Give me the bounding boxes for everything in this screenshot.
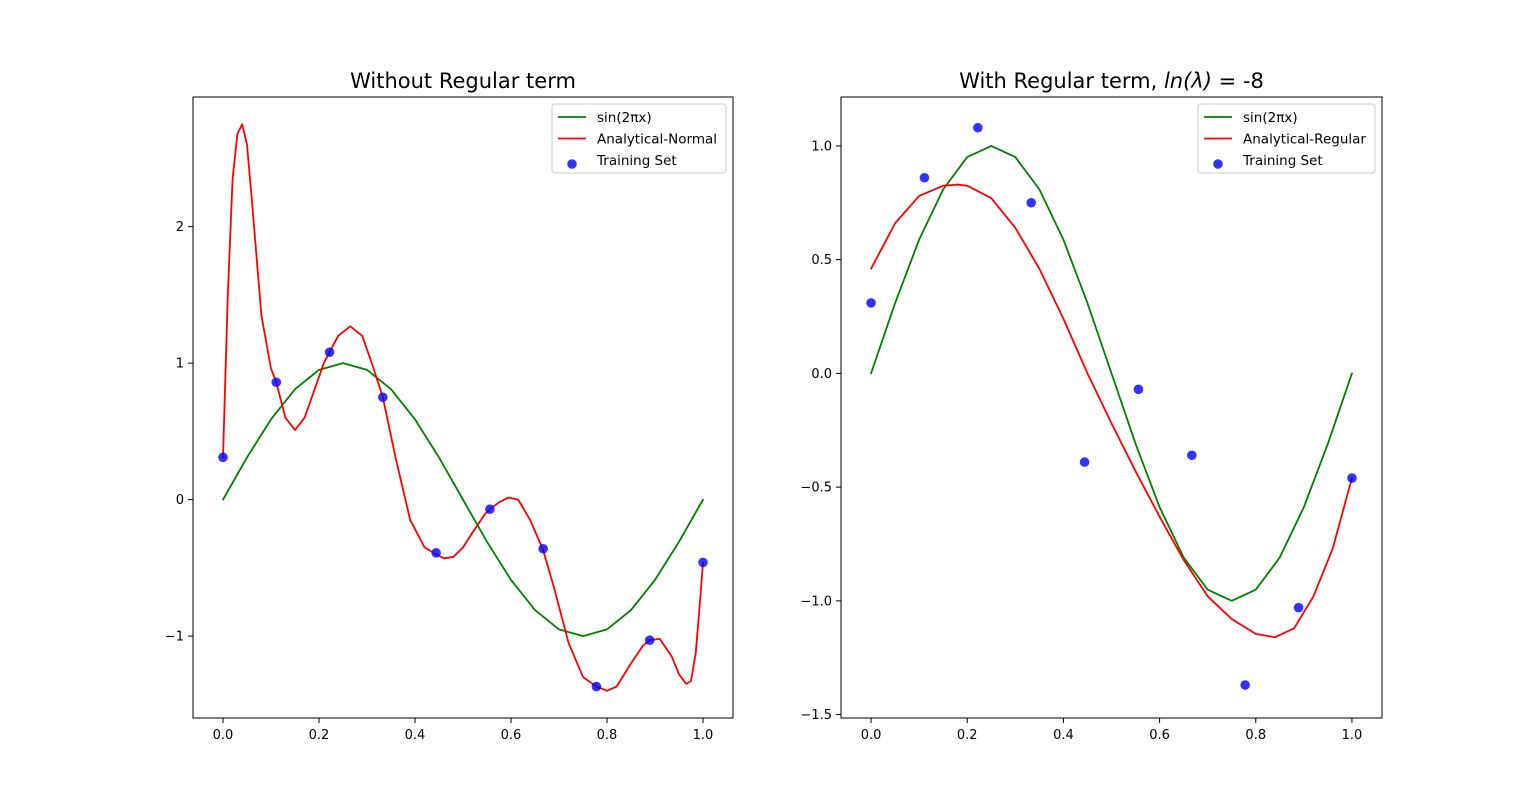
series-line: [222, 123, 704, 692]
y-tick-label: 0.5: [811, 253, 832, 268]
y-tick-label: −1.0: [800, 594, 832, 609]
training-point: [919, 172, 930, 183]
x-tick-label: 0.2: [957, 728, 978, 743]
y-tick-label: 2: [176, 220, 184, 235]
y-tick-label: 0.0: [811, 367, 832, 382]
training-point: [698, 557, 708, 568]
training-point: [1347, 473, 1357, 483]
training-point: [1079, 457, 1090, 467]
chart-title-suffix: = -8: [1212, 69, 1264, 93]
legend-marker-swatch: [567, 159, 577, 169]
legend-box: [551, 103, 727, 174]
x-tick-label: 0.0: [861, 728, 882, 743]
x-tick-label: 0.8: [597, 728, 618, 743]
legend-label: Analytical-Normal: [597, 132, 717, 148]
chart-title-text: Without Regular term: [350, 69, 576, 93]
training-point: [1187, 450, 1197, 461]
y-tick-label: 1.0: [811, 139, 832, 154]
y-tick-label: −1.5: [800, 708, 832, 723]
axes-frame: [192, 96, 734, 719]
axes-frame: [840, 96, 1383, 719]
training-point: [1240, 680, 1250, 690]
training-point: [378, 392, 388, 403]
x-tick-label: 1.0: [693, 728, 714, 743]
training-point: [644, 635, 655, 646]
series-line: [870, 183, 1353, 639]
training-point: [271, 377, 282, 388]
legend-label: sin(2πx): [1243, 110, 1298, 126]
training-point: [591, 681, 602, 692]
training-point: [866, 298, 876, 308]
x-tick-label: 0.8: [1245, 728, 1266, 743]
training-point: [431, 548, 441, 558]
x-tick-label: 0.0: [213, 728, 234, 743]
subplot-1: Without Regular term 0.0 0.2 0.4 0.6 0.8 1.0 −1…: [165, 69, 734, 743]
y-tick-label: −0.5: [800, 481, 832, 496]
x-tick-label: 1.0: [1342, 728, 1363, 743]
training-point: [1026, 197, 1036, 208]
chart-title: Without Regular term: [350, 69, 576, 93]
legend-label: sin(2πx): [597, 110, 652, 126]
series-line: [222, 362, 704, 638]
legend-marker-swatch: [1213, 159, 1223, 169]
legend-label: Analytical-Regular: [1243, 132, 1366, 148]
training-point: [1293, 602, 1304, 613]
x-tick-label: 0.4: [405, 728, 426, 743]
subplot-2: With Regular term, ln(λ) = -8 0.0 0.2 0.4 0.…: [800, 69, 1383, 743]
x-tick-label: 0.6: [501, 728, 522, 743]
x-tick-label: 0.6: [1149, 728, 1170, 743]
chart-title-math: ln(λ): [1164, 69, 1212, 93]
legend: sin(2πx) Analytical-Normal Training Set: [551, 103, 727, 174]
y-tick-label: 0: [176, 493, 184, 508]
legend-box: [1197, 103, 1376, 174]
legend-label: Training Set: [1242, 153, 1323, 169]
x-tick-label: 0.4: [1053, 728, 1074, 743]
y-tick-label: −1: [165, 630, 184, 645]
legend-label: Training Set: [596, 153, 677, 169]
chart-title-text: With Regular term,: [959, 69, 1164, 93]
training-point: [324, 347, 335, 358]
training-point: [218, 452, 228, 463]
training-point: [973, 122, 983, 133]
training-point: [1133, 384, 1144, 395]
training-point: [485, 504, 495, 514]
series-line: [870, 145, 1353, 602]
chart-title: With Regular term, ln(λ) = -8: [959, 69, 1264, 93]
training-point: [538, 543, 548, 554]
x-tick-label: 0.2: [309, 728, 330, 743]
y-tick-label: 1: [176, 357, 184, 372]
legend: sin(2πx) Analytical-Regular Training Set: [1197, 103, 1376, 174]
